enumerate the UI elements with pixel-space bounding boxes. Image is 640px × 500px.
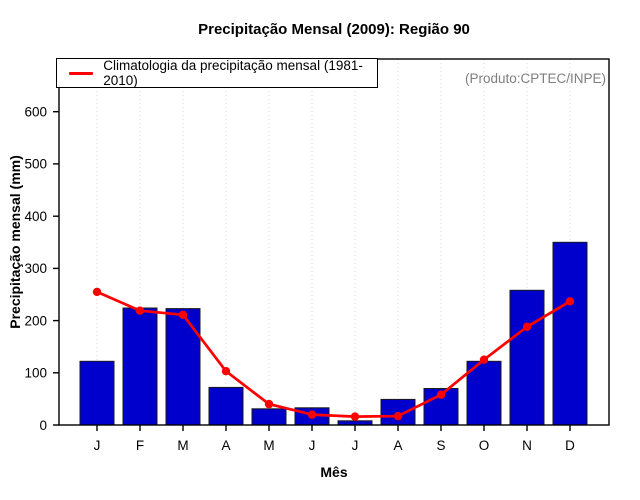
bar: [552, 241, 588, 426]
climatology-point: [479, 355, 489, 364]
bar: [165, 308, 201, 426]
y-tick-label: 0: [39, 418, 47, 433]
legend-line-sample-icon: [69, 71, 94, 75]
x-tick-label: D: [565, 438, 575, 453]
climatology-point: [264, 399, 274, 409]
x-tick-label: O: [479, 438, 490, 453]
bar: [251, 408, 287, 426]
x-tick-label: F: [136, 438, 144, 453]
bar: [423, 388, 459, 426]
y-tick-label: 400: [24, 209, 47, 224]
climatology-point: [393, 411, 403, 421]
climatology-point: [565, 297, 575, 306]
climatology-point: [135, 306, 145, 315]
x-tick-label: S: [436, 438, 445, 453]
y-axis-label: Precipitação mensal (mm): [7, 155, 23, 329]
legend-label: Climatologia da precipitação mensal (198…: [103, 58, 363, 88]
climatology-point: [221, 367, 231, 376]
chart-title: Precipitação Mensal (2009): Região 90: [198, 21, 470, 38]
bar: [79, 360, 115, 426]
legend: Climatologia da precipitação mensal (198…: [56, 58, 378, 88]
climatology-point: [436, 390, 446, 399]
climatology-point: [92, 287, 102, 297]
x-tick-label: J: [94, 438, 101, 453]
bar: [509, 289, 545, 426]
x-tick-label: N: [522, 438, 532, 453]
x-axis-label: Mês: [320, 464, 348, 480]
y-tick-label: 600: [24, 105, 47, 120]
bar: [122, 307, 158, 426]
climatology-line: [96, 290, 571, 418]
climatology-point: [350, 412, 360, 421]
climatology-point: [307, 410, 317, 419]
product-annotation: (Produto:CPTEC/INPE): [464, 71, 606, 86]
x-tick-label: J: [352, 438, 359, 453]
y-tick-label: 200: [24, 313, 47, 328]
x-tick-label: A: [393, 438, 402, 453]
bar: [208, 386, 244, 426]
x-tick-label: M: [177, 438, 188, 453]
x-tick-label: A: [221, 438, 230, 453]
y-tick-label: 300: [24, 261, 47, 276]
y-tick-label: 500: [24, 157, 47, 172]
y-tick-label: 100: [24, 366, 47, 381]
climatology-point: [178, 310, 188, 319]
climatology-point: [522, 322, 532, 331]
x-tick-label: M: [263, 438, 274, 453]
x-tick-label: J: [309, 438, 316, 453]
